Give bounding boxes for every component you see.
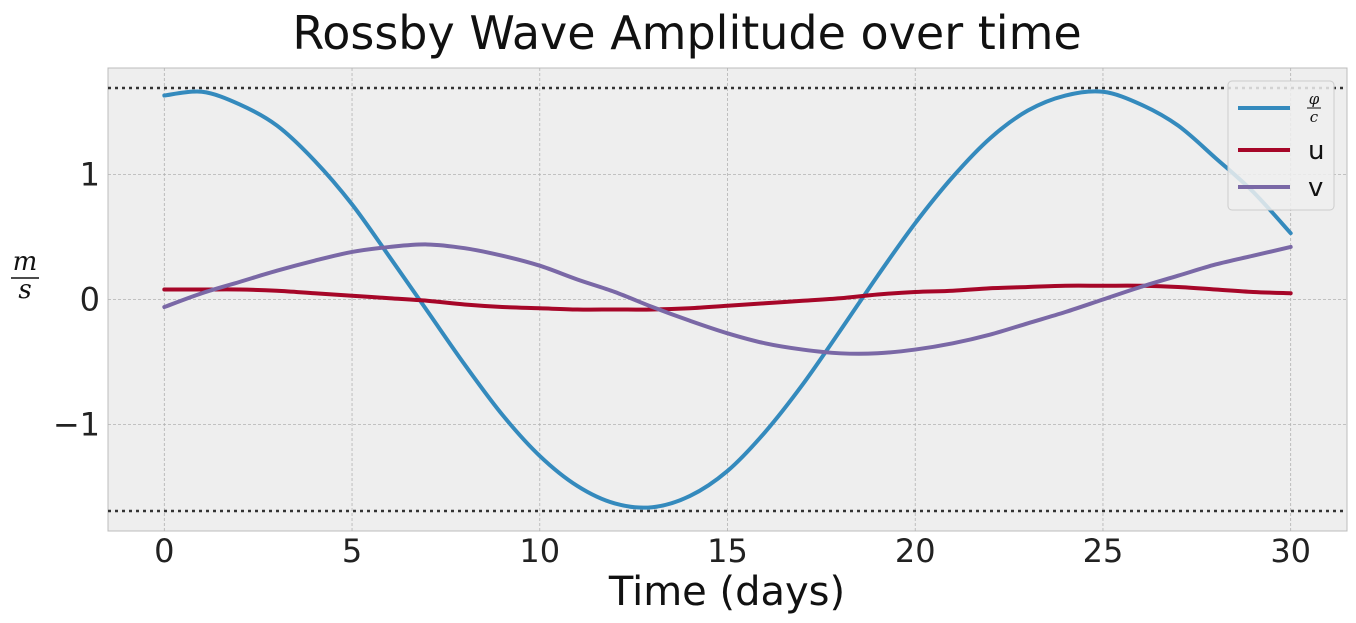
legend-box [1227, 80, 1335, 211]
x-tick-label: 15 [707, 532, 748, 570]
x-tick-label: 20 [895, 532, 936, 570]
legend-label-v: v [1308, 173, 1323, 203]
x-axis-label: Time (days) [608, 569, 845, 615]
y-tick-label: 0 [80, 281, 100, 319]
legend-label-phi-numerator: φ [1309, 90, 1320, 108]
x-tick-label: 25 [1083, 532, 1124, 570]
chart-title: Rossby Wave Amplitude over time [292, 6, 1081, 60]
y-axis-label-denominator: s [18, 275, 31, 305]
x-axis-ticks: 0 5 10 15 20 25 30 [154, 532, 1311, 570]
x-tick-label: 10 [519, 532, 560, 570]
x-tick-label: 30 [1270, 532, 1311, 570]
series-line-v [162, 242, 1293, 356]
series-layer [162, 89, 1293, 510]
legend: φ c u v [1227, 80, 1335, 211]
y-axis-ticks: −1 0 1 [53, 155, 100, 443]
x-tick-label: 0 [154, 532, 174, 570]
x-tick-label: 5 [342, 532, 362, 570]
y-axis-label: m s [11, 247, 39, 305]
y-tick-label: −1 [53, 406, 100, 444]
legend-label-u: u [1308, 136, 1324, 166]
legend-label-phi-denominator: c [1310, 108, 1319, 126]
series-line-u [162, 283, 1293, 312]
series-line-phi-over-c [162, 89, 1293, 510]
y-tick-label: 1 [80, 155, 100, 193]
grid-lines [108, 68, 1347, 531]
y-axis-label-numerator: m [13, 247, 38, 277]
